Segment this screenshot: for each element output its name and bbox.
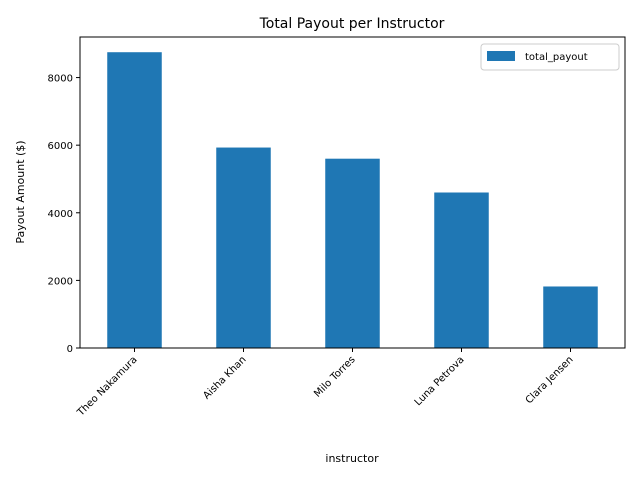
- legend-swatch: [487, 51, 515, 61]
- legend: total_payout: [480, 43, 620, 71]
- x-tick-label: Clara Jensen: [524, 354, 576, 406]
- legend-frame: [480, 43, 620, 71]
- y-tick-label: 0: [67, 344, 73, 355]
- x-tick-label: Theo Nakamura: [75, 354, 140, 419]
- bar-3: [325, 158, 380, 348]
- y-tick-label: 6000: [48, 141, 73, 152]
- chart-title: Total Payout per Instructor: [259, 16, 445, 32]
- x-tick-label: Aisha Khan: [201, 354, 248, 401]
- bar-1: [107, 52, 162, 349]
- y-tick-label: 8000: [48, 74, 73, 85]
- x-axis-label: instructor: [325, 452, 379, 465]
- y-axis-label: Payout Amount ($): [14, 140, 27, 243]
- y-tick-label: 2000: [48, 276, 73, 287]
- y-axis: 0 2000 4000 6000 8000: [48, 74, 80, 355]
- plot-frame: [79, 36, 626, 349]
- x-tick-label: Milo Torres: [312, 354, 357, 399]
- bar-group: [107, 52, 598, 349]
- x-tick-label: Luna Petrova: [413, 354, 467, 408]
- bar-4: [434, 192, 489, 348]
- bar-5: [543, 286, 598, 348]
- legend-entry: total_payout: [525, 52, 588, 63]
- y-tick-label: 4000: [48, 209, 73, 220]
- x-axis: Theo Nakamura Aisha Khan Milo Torres Luna P…: [75, 348, 576, 419]
- bar-2: [216, 147, 271, 348]
